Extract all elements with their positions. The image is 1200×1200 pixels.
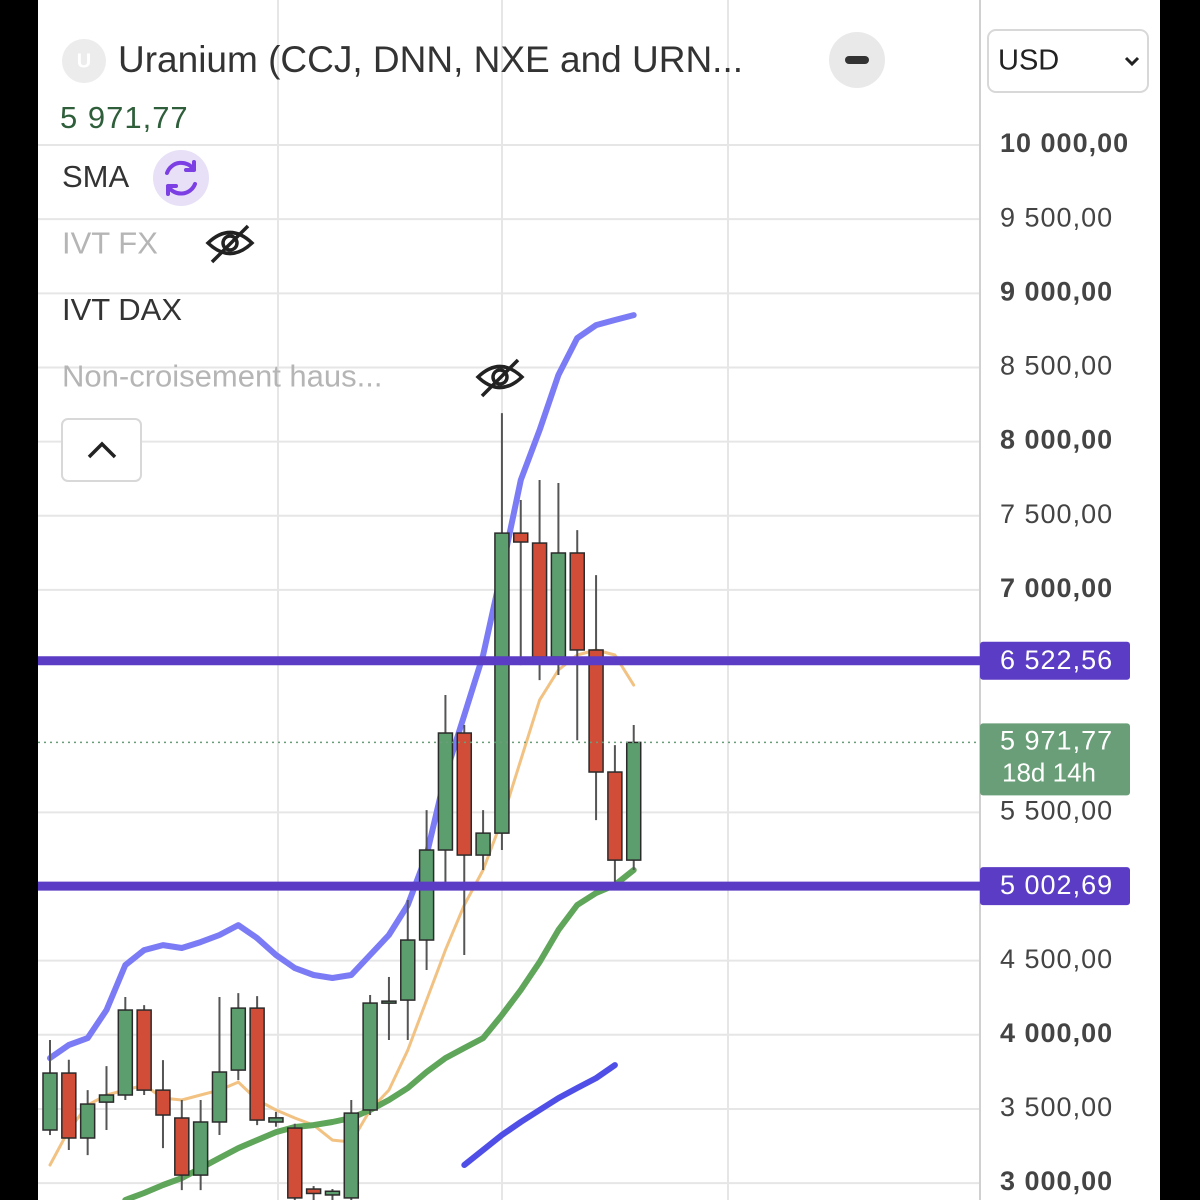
indicator-line [122,867,637,1200]
y-axis: 10 000,00 9 500,00 9 000,00 8 500,00 8 000,0… [1000,128,1129,1196]
dropdown-arrow [1124,56,1140,67]
level-label: 6 522,56 [1000,645,1113,675]
background [38,0,1160,1200]
candle-body [230,1007,247,1071]
candle-body [324,1190,341,1196]
level-label-bg [980,641,1130,680]
indicator-name: SMA [62,159,130,194]
candle-body [211,1071,228,1123]
y-tick-label: 7 000,00 [1000,573,1113,603]
y-tick-label: 9 000,00 [1000,276,1113,306]
candle-body [381,1000,397,1004]
y-tick-label: 3 500,00 [1000,1092,1113,1122]
candle-body [588,649,604,773]
eye-off-icon[interactable] [205,224,255,264]
eye-off-icon[interactable] [475,358,525,398]
y-tick-label: 7 500,00 [1000,499,1113,529]
candle-body [42,1072,58,1131]
last-price-label: 5 971,77 [1000,726,1113,756]
y-tick-label: 10 000,00 [1000,128,1129,158]
candle-body [513,532,529,543]
indicator-line [47,312,637,1062]
candle-body [61,1072,77,1139]
candle-body [569,552,585,651]
candle-body [456,732,473,856]
indicator-list: SMA IVT FX IVT DAX Non-croisement haus... [62,159,382,394]
y-tick-label: 4 000,00 [1000,1018,1113,1048]
y-tick-label: 4 500,00 [1000,944,1113,974]
currency-label: USD [998,45,1059,77]
candle-body [192,1121,209,1176]
candle-body [343,1112,360,1199]
candle-body [475,832,491,856]
symbol-icon [62,39,106,83]
refresh-button[interactable] [153,150,209,206]
candle-body [249,1007,265,1121]
candle-body [550,552,567,658]
countdown: 18d 14h [1002,757,1096,787]
y-tick-label: 9 500,00 [1000,202,1113,232]
candle-body [305,1188,322,1195]
candle-body [400,939,416,1001]
candle-body [136,1009,152,1091]
refresh-icon [165,160,197,196]
candle-body [117,1009,134,1096]
y-tick-label: 3 000,00 [1000,1166,1113,1196]
indicator-name: Non-croisement haus... [62,359,382,394]
chevron-up [87,441,117,459]
y-tick-label: 8 000,00 [1000,425,1113,455]
candle-body [494,532,510,834]
candle-body [287,1127,303,1199]
y-tick-label: 5 500,00 [1000,795,1113,825]
indicator-name: IVT DAX [62,292,182,327]
indicator-name: IVT FX [62,226,158,261]
last-price: 5 971,77 [60,100,189,135]
candle-body [98,1094,115,1103]
candle-body [174,1117,190,1176]
candle-body [531,542,548,658]
candle-body [79,1103,96,1139]
collapse-legend-button[interactable] [61,418,142,482]
candle-body [437,732,454,851]
candle-body [268,1117,284,1123]
last-price-label-bg [980,723,1130,796]
chart-title: Uranium (CCJ, DNN, NXE and URN... [118,39,743,80]
indicator-line [461,1062,618,1168]
minus-icon [845,56,869,64]
plot [38,312,980,1200]
candle-body [625,741,642,861]
currency-select[interactable] [987,29,1149,93]
symbol-letter: U [77,50,91,72]
candle-body [418,849,435,941]
candle-body [155,1089,171,1116]
level-label-bg [980,867,1130,906]
y-tick-label: 8 500,00 [1000,351,1113,381]
level-label: 5 002,69 [1000,870,1113,900]
candle-body [607,771,623,861]
candle-body [362,1002,378,1111]
